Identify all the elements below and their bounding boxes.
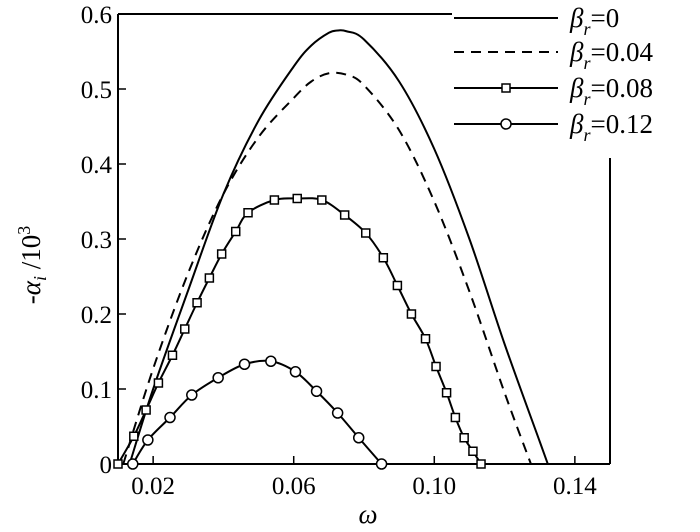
legend-value: =0.04 [590,37,653,67]
legend-symbol: β [569,109,584,139]
series-beta-0.12-point [164,411,176,424]
y-tick-label: 0.6 [81,2,112,29]
series-beta-0.08-point [361,228,371,238]
series-beta-0.12 [127,355,388,470]
y-tick-label: 0.2 [81,302,112,329]
legend-marker [500,118,512,130]
y-tick-label: 0.3 [81,227,112,254]
series-beta-0.08-point [431,361,441,372]
series-beta-0.08-point [317,195,327,205]
legend-label: βr=0.04 [569,37,653,73]
series-beta-0.08-point [459,433,469,443]
legend-subscript: r [583,89,591,109]
legend-symbol: β [569,37,584,67]
y-axis-title-tail: /10 [16,235,46,276]
y-tick-label: 0.1 [81,377,112,404]
series-beta-0.08-point [406,309,417,319]
series-beta-0.08-point [243,208,253,218]
legend-item: βr=0 [454,3,619,39]
series-beta-0.12-point [375,458,388,470]
legend-label: βr=0.12 [569,109,653,145]
legend-subscript: r [583,19,591,39]
y-axis-title: -αi /103 [14,226,50,304]
x-axis-ticks: 0.02 0.06 0.10 0.14 [131,456,597,500]
series-beta-0.08-point [378,253,389,263]
series-beta-0.04 [122,71,532,465]
series-beta-0.08-point [441,388,452,398]
series-beta-0.12-point [186,389,198,401]
series-beta-0.08-point [153,378,164,388]
y-axis-ticks: 0 0.1 0.2 0.3 0.4 0.5 0.6 [81,2,126,479]
series-beta-0.08-point [141,405,151,415]
series-beta-0.12-point [265,355,277,367]
legend-label: βr=0.08 [569,73,653,109]
legend-value: =0 [590,3,619,33]
legend-symbol: β [569,3,584,33]
series-beta-0.08-point [167,350,178,360]
y-tick-label: 0 [100,452,113,479]
legend-subscript: r [583,125,591,145]
x-axis-title: ω [358,499,377,529]
series-beta-0.08-point [113,459,123,469]
x-tick-label: 0.10 [412,473,456,500]
y-tick-label: 0.5 [81,77,112,104]
series-beta-0.04-line [122,71,532,465]
legend-item: βr=0.04 [454,37,653,73]
x-tick-label: 0.14 [553,473,597,500]
series-beta-0.08-point [230,226,241,237]
series-beta-0.12-point [331,407,344,419]
series-beta-0.08 [113,193,486,469]
x-tick-label: 0.06 [272,473,316,500]
series-beta-0.08-point [339,210,350,220]
series-beta-0-line [128,29,549,465]
legend-item: βr=0.08 [454,73,653,109]
series-beta-0.12-point [127,458,139,470]
legend-value: =0.08 [590,73,652,103]
series-beta-0.08-point [192,298,202,308]
series-beta-0.12-point [289,366,302,378]
series-beta-0.08-point [204,273,215,283]
series-beta-0.08-point [420,334,431,344]
legend-marker [501,83,511,93]
series-beta-0.08-point [269,195,280,205]
series-beta-0.08-point [450,412,461,423]
series-beta-0.08-point [468,446,478,456]
series-beta-0.12-point [352,432,365,444]
series-beta-0.08-point [129,431,139,441]
series-beta-0.12-point [212,372,224,384]
series-beta-0.12-point [142,434,154,446]
x-tick-label: 0.02 [131,473,175,500]
series-beta-0.08-point [180,324,190,334]
series-beta-0.08-point [476,459,486,469]
series-beta-0.08-point [292,193,302,204]
series-beta-0.12-point [238,358,251,370]
series-beta-0 [128,29,549,465]
series-beta-0.08-point [392,280,403,291]
y-axis-title-sub: i [30,276,50,281]
legend-symbol: β [569,73,584,103]
y-axis-title-sup: 3 [14,226,34,235]
y-tick-label: 0.4 [81,152,113,179]
series-layer [113,29,549,470]
legend-label: βr=0 [569,3,619,39]
legend-item: βr=0.12 [454,109,653,145]
y-axis-title-main: -α [16,280,46,304]
legend-value: =0.12 [590,109,652,139]
svg-text:-αi /103: -αi /103 [14,226,50,304]
legend-subscript: r [583,53,591,73]
series-beta-0.12-point [310,385,323,397]
series-beta-0.08-point [216,249,227,259]
